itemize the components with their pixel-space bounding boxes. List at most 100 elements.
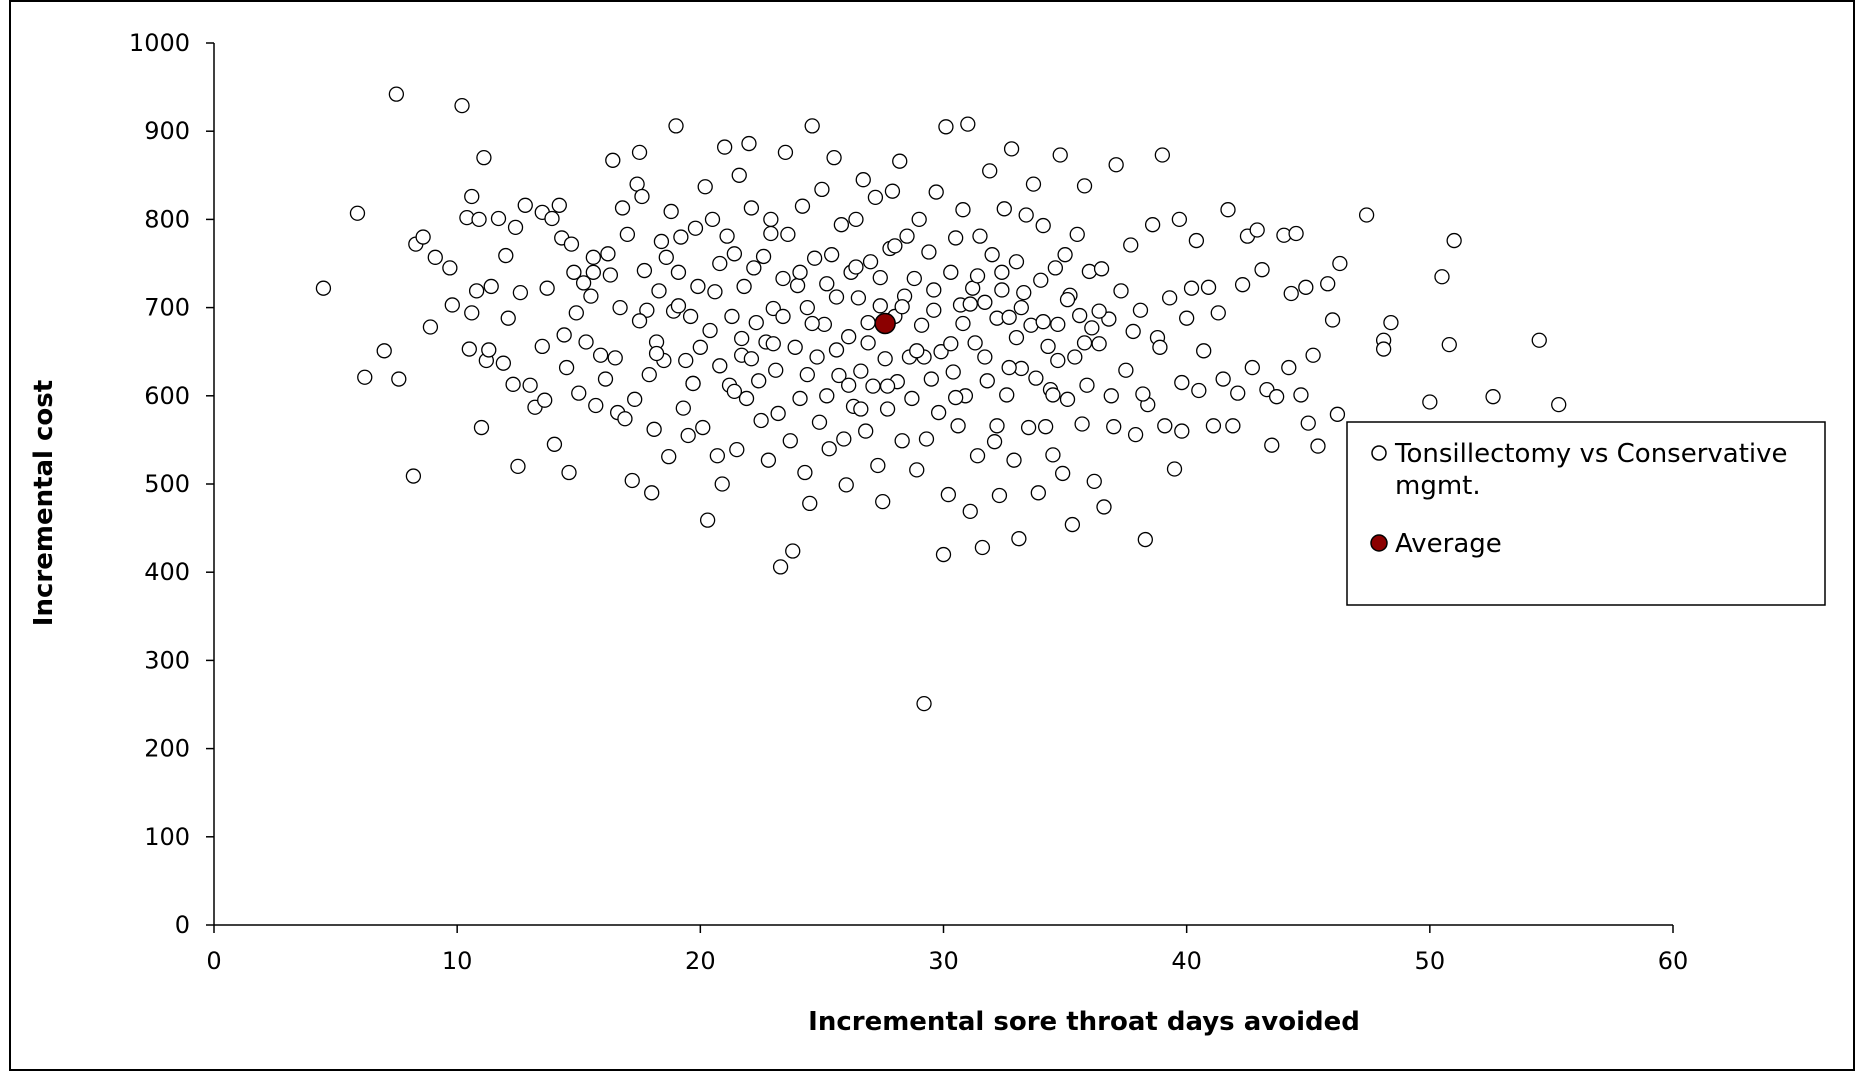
- scatter-point: [788, 340, 802, 354]
- scatter-point: [1360, 208, 1374, 222]
- scatter-point: [769, 363, 783, 377]
- scatter-point: [978, 295, 992, 309]
- scatter-point: [749, 316, 763, 330]
- scatter-point: [900, 229, 914, 243]
- scatter-point: [1129, 428, 1143, 442]
- y-tick-label: 0: [175, 911, 190, 939]
- scatter-point: [1104, 389, 1118, 403]
- scatter-point: [837, 432, 851, 446]
- scatter-point: [586, 265, 600, 279]
- scatter-point: [392, 372, 406, 386]
- scatter-point: [725, 309, 739, 323]
- scatter-point: [975, 541, 989, 555]
- scatter-point: [1158, 419, 1172, 433]
- scatter-point: [727, 247, 741, 261]
- scatter-point: [995, 283, 1009, 297]
- scatter-point: [1284, 286, 1298, 300]
- scatter-point: [737, 279, 751, 293]
- scatter-point: [922, 245, 936, 259]
- scatter-point: [985, 248, 999, 262]
- scatter-point: [1092, 304, 1106, 318]
- y-tick-label: 900: [144, 117, 190, 145]
- scatter-point: [572, 386, 586, 400]
- scatter-point: [830, 290, 844, 304]
- scatter-point: [1245, 361, 1259, 375]
- scatter-point: [803, 496, 817, 510]
- scatter-point: [873, 271, 887, 285]
- scatter-point: [1197, 344, 1211, 358]
- scatter-point: [929, 185, 943, 199]
- scatter-point: [1002, 361, 1016, 375]
- scatter-point: [1061, 293, 1075, 307]
- scatter-point: [1153, 340, 1167, 354]
- scatter-point: [868, 190, 882, 204]
- scatter-point: [1299, 280, 1313, 294]
- scatter-point: [895, 300, 909, 314]
- scatter-point: [1056, 466, 1070, 480]
- scatter-point: [766, 337, 780, 351]
- scatter-point: [598, 372, 612, 386]
- scatter-point: [511, 459, 525, 473]
- y-axis-title: Incremental cost: [29, 380, 59, 626]
- scatter-point: [635, 189, 649, 203]
- x-tick-label: 20: [685, 947, 716, 975]
- y-tick-label: 700: [144, 294, 190, 322]
- scatter-point: [1155, 148, 1169, 162]
- scatter-point: [915, 318, 929, 332]
- x-tick-label: 10: [442, 947, 473, 975]
- x-tick-label: 0: [206, 947, 221, 975]
- scatter-point: [654, 234, 668, 248]
- scatter-point: [1026, 177, 1040, 191]
- scatter-point: [980, 374, 994, 388]
- scatter-point: [839, 478, 853, 492]
- scatter-point: [732, 168, 746, 182]
- legend-label-line: mgmt.: [1395, 471, 1481, 501]
- scatter-point: [893, 154, 907, 168]
- scatter-point: [946, 365, 960, 379]
- scatter-point: [949, 391, 963, 405]
- scatter-point: [910, 344, 924, 358]
- scatter-point: [664, 204, 678, 218]
- scatter-point: [800, 368, 814, 382]
- scatter-point: [752, 374, 766, 388]
- scatter-point: [830, 343, 844, 357]
- scatter-point: [1175, 424, 1189, 438]
- scatter-point: [562, 466, 576, 480]
- scatter-point: [854, 402, 868, 416]
- scatter-point: [579, 335, 593, 349]
- scatter-point: [932, 406, 946, 420]
- scatter-point: [477, 151, 491, 165]
- scatter-point: [637, 264, 651, 278]
- scatter-point: [633, 314, 647, 328]
- scatter-point: [1029, 371, 1043, 385]
- scatter-point: [1036, 315, 1050, 329]
- scatter-point: [1009, 331, 1023, 345]
- scatter-point: [1231, 386, 1245, 400]
- scatter-point: [1058, 248, 1072, 262]
- scatter-point: [708, 285, 722, 299]
- scatter-point: [603, 268, 617, 282]
- y-tick-label: 600: [144, 382, 190, 410]
- scatter-point: [518, 198, 532, 212]
- scatter-point: [744, 201, 758, 215]
- scatter-point: [589, 399, 603, 413]
- scatter-point: [881, 402, 895, 416]
- scatter-point: [1532, 333, 1546, 347]
- scatter-point: [742, 137, 756, 151]
- scatter-point: [949, 231, 963, 245]
- scatter-point: [1377, 342, 1391, 356]
- scatter-point: [1078, 179, 1092, 193]
- scatter-point: [462, 342, 476, 356]
- scatter-point: [876, 495, 890, 509]
- scatter-point: [793, 265, 807, 279]
- scatter-point: [1435, 270, 1449, 284]
- scatter-point: [971, 269, 985, 283]
- scatter-point: [917, 697, 931, 711]
- scatter-point: [1009, 255, 1023, 269]
- scatter-point: [919, 432, 933, 446]
- scatter-point: [1175, 376, 1189, 390]
- scatter-point: [406, 469, 420, 483]
- scatter-point: [1022, 421, 1036, 435]
- scatter-point: [961, 117, 975, 131]
